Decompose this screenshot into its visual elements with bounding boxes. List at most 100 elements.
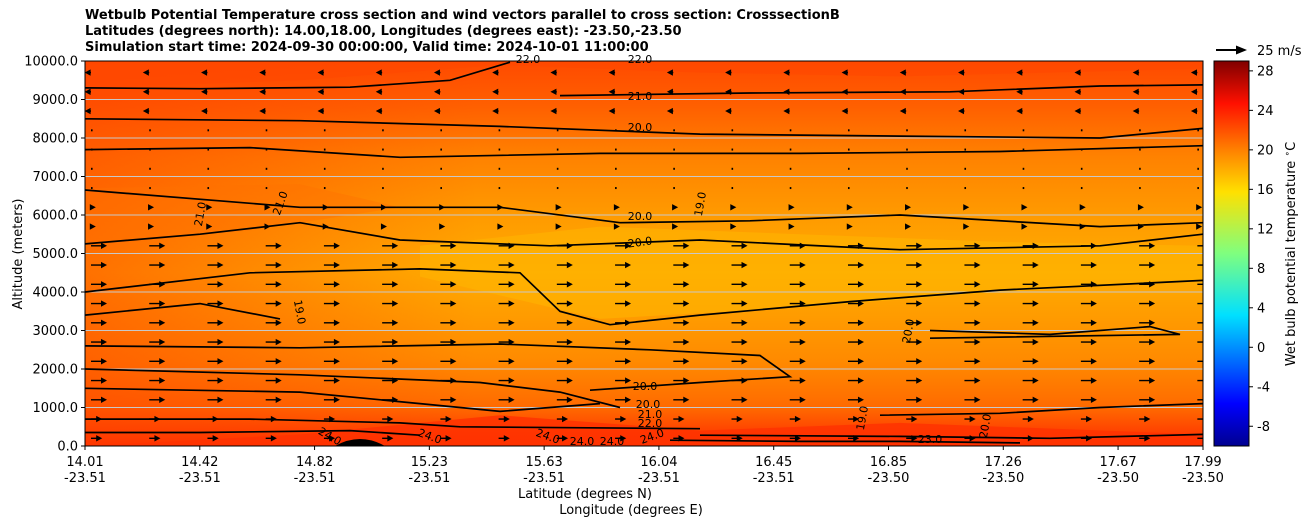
wind-vector-head bbox=[566, 338, 573, 346]
wind-vector-head bbox=[1144, 415, 1151, 423]
wind-vector-head bbox=[741, 242, 748, 249]
wind-vector-head bbox=[1032, 358, 1039, 365]
wind-vector-head bbox=[275, 261, 282, 269]
wind-vector-head bbox=[1149, 319, 1156, 326]
wind-vector-dot bbox=[1080, 167, 1083, 170]
wind-vector-head bbox=[741, 281, 748, 288]
wind-vector-head bbox=[503, 435, 510, 442]
wind-vector-head bbox=[857, 377, 864, 384]
contour-label: 22.0 bbox=[516, 53, 541, 66]
wind-vector-head bbox=[275, 396, 282, 403]
wind-vector-head bbox=[741, 300, 748, 307]
wind-vector-dot bbox=[265, 129, 268, 132]
wind-vector-head bbox=[969, 435, 976, 442]
wind-vector-dot bbox=[789, 148, 792, 151]
wind-vector-dot bbox=[91, 167, 93, 170]
x-tick-label-lat: 16.85 bbox=[870, 455, 907, 470]
wind-vector-head bbox=[841, 107, 848, 115]
wind-vector-head bbox=[159, 281, 166, 288]
temperature-bands bbox=[85, 61, 1203, 446]
wind-vector-dot bbox=[1139, 187, 1141, 190]
wind-vector-head bbox=[1149, 261, 1156, 269]
wind-vector-head bbox=[450, 281, 457, 288]
wind-vector-head bbox=[725, 69, 732, 76]
x-tick-label-lon: -23.50 bbox=[982, 471, 1024, 486]
wind-vector-head bbox=[1027, 415, 1034, 423]
wind-vector-dot bbox=[1080, 129, 1083, 132]
wind-vector-head bbox=[333, 242, 340, 249]
wind-vector-head bbox=[1207, 320, 1213, 326]
wind-vector-head bbox=[857, 396, 864, 403]
wind-vector-head bbox=[1190, 107, 1197, 115]
wind-vector-head bbox=[958, 88, 965, 95]
wind-vector-head bbox=[96, 415, 103, 423]
wind-vector-head bbox=[317, 69, 324, 76]
wind-vector-head bbox=[101, 319, 107, 326]
wind-vector-head bbox=[958, 69, 965, 76]
wind-vector-dot bbox=[789, 187, 792, 190]
wind-vector-dot bbox=[847, 148, 850, 151]
wind-vector-head bbox=[550, 69, 557, 76]
wind-vector-dot bbox=[556, 167, 559, 170]
wind-vector-head bbox=[217, 300, 224, 307]
wind-vector-head bbox=[101, 261, 107, 269]
wind-vector-head bbox=[741, 396, 748, 403]
wind-vector-head bbox=[217, 242, 224, 249]
wind-vector-head bbox=[270, 435, 277, 442]
wind-vector-head bbox=[101, 396, 107, 403]
wind-vector-head bbox=[450, 319, 457, 326]
wind-vector-head bbox=[608, 69, 615, 76]
contour-label: 20.0 bbox=[628, 121, 653, 134]
x-tick-label-lat: 14.01 bbox=[66, 455, 103, 470]
wind-vector-head bbox=[566, 358, 573, 365]
wind-vector-head bbox=[275, 242, 282, 249]
wind-vector-head bbox=[625, 338, 632, 346]
wind-vector-head bbox=[683, 300, 690, 307]
contour-label: 20.0 bbox=[628, 210, 653, 223]
wind-vector-head bbox=[392, 377, 399, 384]
wind-vector-head bbox=[916, 261, 923, 269]
wind-vector-head bbox=[788, 223, 795, 230]
x-tick-label-lon: -23.51 bbox=[753, 471, 795, 486]
wind-vector-head bbox=[799, 338, 806, 346]
wind-vector-head bbox=[783, 88, 790, 95]
wind-vector-head bbox=[974, 261, 981, 269]
wind-vector-head bbox=[1132, 69, 1139, 76]
wind-vector-head bbox=[958, 107, 965, 115]
wind-vector-head bbox=[503, 415, 510, 423]
x-tick-label-lon: -23.51 bbox=[638, 471, 680, 486]
wind-vector-dot bbox=[1080, 187, 1083, 190]
wind-vector-head bbox=[259, 88, 266, 95]
wind-vector-dot bbox=[1197, 148, 1199, 151]
wind-vector-dot bbox=[615, 148, 617, 151]
wind-vector-dot bbox=[498, 148, 501, 151]
plot-area: 22.0 22.021.020.021.0 21.0 20.020.019.019.0… bbox=[84, 53, 1213, 448]
x-axis-label-latitude: Latitude (degrees N) bbox=[518, 487, 652, 502]
wind-vector-head bbox=[1137, 204, 1144, 211]
wind-vector-head bbox=[1090, 242, 1097, 249]
wind-vector-head bbox=[1090, 396, 1097, 403]
x-tick-label-lon: -23.51 bbox=[179, 471, 221, 486]
wind-vector-head bbox=[508, 377, 515, 384]
wind-vector-head bbox=[562, 415, 569, 423]
wind-vector-head bbox=[142, 107, 149, 115]
quiver-key-label: 25 m/s bbox=[1257, 44, 1302, 59]
wind-vector-dot bbox=[615, 187, 617, 190]
wind-vector-head bbox=[392, 358, 399, 365]
wind-vector-head bbox=[329, 435, 336, 442]
colorbar: -8 -4 0 4 8 12 16 20 24 28 Wet bulb potential tem… bbox=[1213, 60, 1299, 447]
wind-vector-head bbox=[387, 415, 394, 423]
wind-vector-dot bbox=[906, 187, 908, 190]
wind-vector-head bbox=[799, 261, 806, 269]
wind-vector-head bbox=[275, 358, 282, 365]
contour-label: 21.0 bbox=[628, 90, 653, 103]
x-tick-label-lat: 14.82 bbox=[296, 455, 333, 470]
wind-vector-dot bbox=[382, 129, 384, 132]
wind-vector-dot bbox=[964, 129, 967, 132]
wind-vector-head bbox=[799, 377, 806, 384]
wind-vector-head bbox=[142, 88, 149, 95]
wind-vector-head bbox=[333, 358, 340, 365]
wind-vector-head bbox=[625, 319, 632, 326]
colorbar-label: Wet bulb potential temperature ∘C bbox=[1283, 142, 1299, 366]
wind-vector-head bbox=[562, 435, 569, 442]
